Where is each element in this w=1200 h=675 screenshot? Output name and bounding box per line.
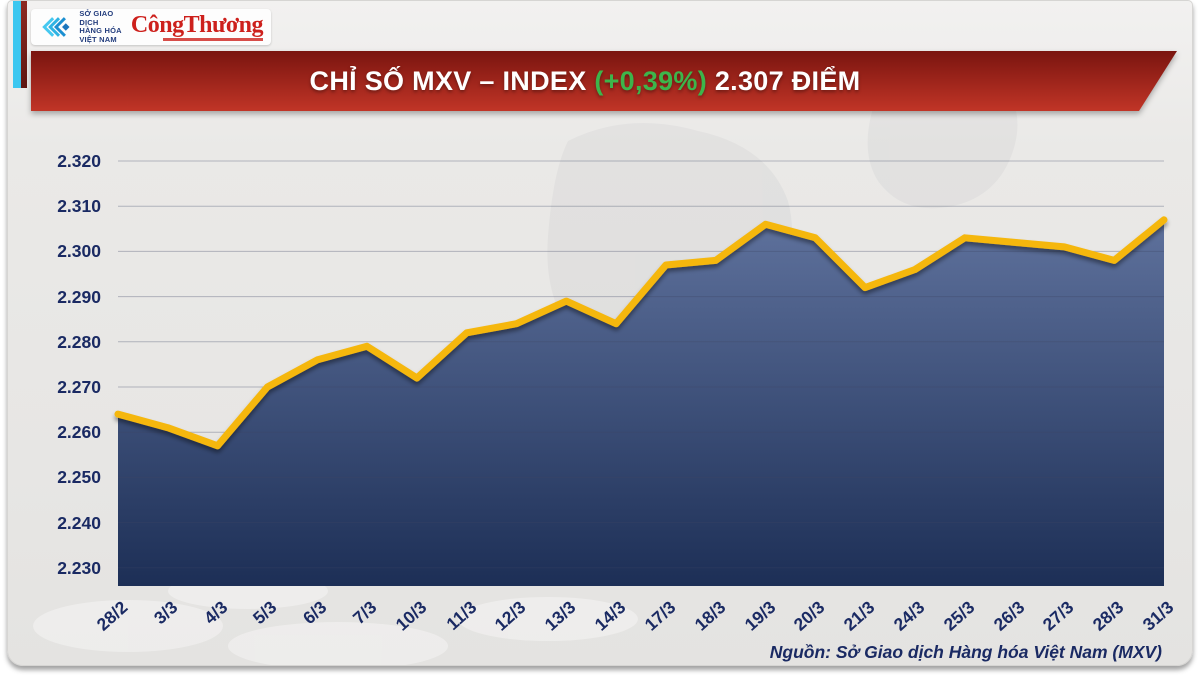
left-accent-stripe-cyan <box>13 1 21 88</box>
y-tick-label: 2.270 <box>57 377 101 397</box>
title-main: CHỈ SỐ MXV – INDEX <box>309 65 587 96</box>
title-points-value: 2.307 ĐIỂM <box>714 65 861 96</box>
mxv-logo-name: SỞ GIAO DỊCH HÀNG HÓA VIỆT NAM <box>79 9 122 44</box>
content-frame: SỞ GIAO DỊCH HÀNG HÓA VIỆT NAM CôngThươn… <box>7 0 1193 666</box>
y-tick-label: 2.300 <box>57 241 101 262</box>
logo-box: SỞ GIAO DỊCH HÀNG HÓA VIỆT NAM CôngThươn… <box>31 9 271 45</box>
y-tick-label: 2.310 <box>57 196 101 217</box>
congthuong-logo: CôngThương <box>130 11 264 41</box>
index-area-fill <box>118 219 1164 587</box>
title-banner: CHỈ SỐ MXV – INDEX (+0,39%) 2.307 ĐIỂM <box>31 51 1177 111</box>
index-line <box>114 216 1168 450</box>
y-tick-label: 2.280 <box>57 331 101 352</box>
y-tick-label: 2.240 <box>57 512 101 533</box>
title-banner-ribbon: CHỈ SỐ MXV – INDEX (+0,39%) 2.307 ĐIỂM <box>31 51 1177 111</box>
chart-title: CHỈ SỐ MXV – INDEX (+0,39%) 2.307 ĐIỂM <box>310 66 861 97</box>
congthuong-tagline-bar <box>163 37 263 41</box>
left-accent-stripe-maroon <box>21 1 27 88</box>
congthuong-wordmark: CôngThương <box>130 11 264 38</box>
y-tick-label: 2.250 <box>57 467 101 488</box>
mxv-name-line: SỞ GIAO DỊCH <box>79 9 114 27</box>
title-change-percent: (+0,39%) <box>594 65 708 96</box>
y-tick-label: 2.290 <box>57 286 101 307</box>
y-tick-label: 2.260 <box>57 422 101 443</box>
mxv-name-line: VIỆT NAM <box>79 34 117 44</box>
mxv-logo-icon <box>42 17 70 37</box>
mxv-name-line: HÀNG HÓA <box>79 26 122 35</box>
index-area-chart <box>114 160 1168 587</box>
source-caption: Nguồn: Sở Giao dịch Hàng hóa Việt Nam (M… <box>769 642 1162 662</box>
y-tick-label: 2.320 <box>57 151 101 171</box>
y-tick-label: 2.230 <box>57 557 101 578</box>
